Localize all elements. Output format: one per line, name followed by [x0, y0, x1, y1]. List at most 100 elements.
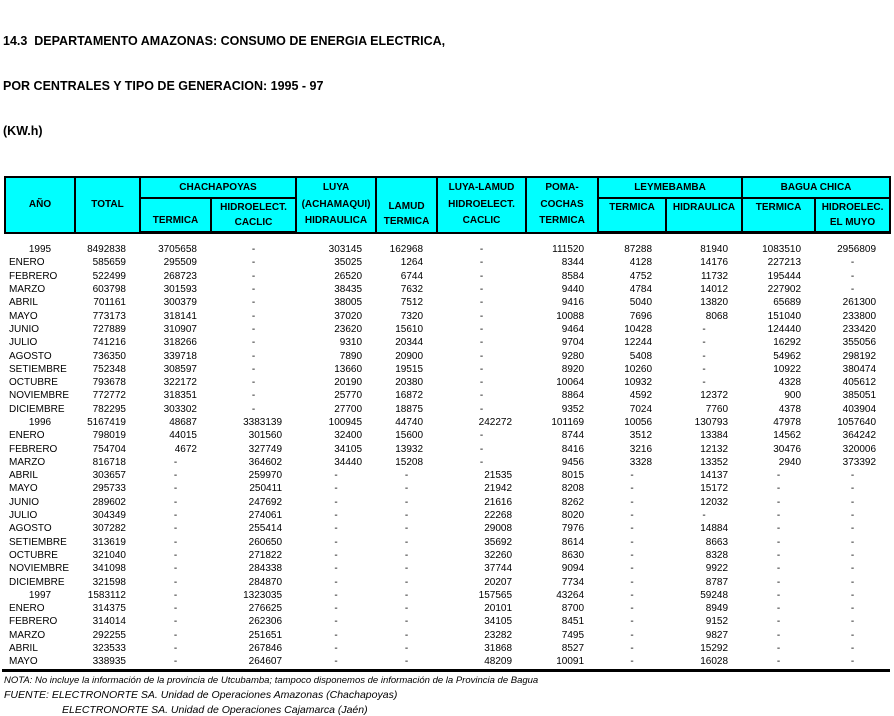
- value-cell: 7632: [400, 284, 424, 296]
- value-cell: 900: [784, 390, 802, 402]
- value-cell: 8020: [561, 510, 585, 522]
- month-row: MARZO 816718 - 364602 34440 15208 - 9456 3328 133…: [5, 456, 890, 469]
- value-cell: 798019: [92, 430, 126, 442]
- value-cell: -: [251, 270, 256, 282]
- value-cell: 7024: [629, 403, 653, 415]
- value-cell: 268723: [163, 270, 197, 282]
- value-cell: 15610: [395, 323, 424, 335]
- value-cell: 20380: [395, 377, 424, 389]
- value-cell: 318266: [163, 337, 197, 349]
- value-cell: -: [850, 603, 855, 615]
- value-cell: 261300: [842, 297, 877, 309]
- value-cell: 18875: [395, 403, 424, 415]
- value-cell: -: [776, 549, 781, 561]
- value-cell: 1583112: [87, 589, 126, 601]
- value-cell: 38005: [334, 297, 363, 309]
- col-header-leymebamba-hidraulica: HIDRAULICA: [665, 197, 744, 234]
- value-cell: 250411: [249, 483, 283, 495]
- value-cell: 54962: [773, 350, 802, 362]
- value-cell: 364602: [248, 456, 283, 468]
- value-cell: -: [404, 603, 409, 615]
- value-cell: -: [479, 337, 484, 349]
- value-cell: -: [776, 589, 781, 601]
- value-cell: 11732: [700, 270, 729, 282]
- value-cell: -: [850, 483, 855, 495]
- value-cell: 20344: [395, 337, 424, 349]
- value-cell: 32260: [484, 549, 513, 561]
- value-cell: 301593: [163, 284, 197, 296]
- value-cell: -: [251, 337, 256, 349]
- month-row: MARZO 603798 301593 - 38435 7632 - 9440 4784 1401…: [5, 283, 890, 296]
- col-header-luya-lamud: LUYA-LAMUD HIDROELECT. CACLIC: [436, 176, 528, 234]
- value-cell: 44740: [395, 417, 424, 428]
- value-cell: 307282: [92, 523, 126, 535]
- value-cell: -: [173, 470, 178, 482]
- month-row: ABRIL 701161 300379 - 38005 7512 - 9416 5040 1382…: [5, 296, 890, 309]
- row-label: MAYO: [9, 483, 38, 495]
- value-cell: -: [850, 629, 855, 641]
- value-cell: 3383139: [243, 417, 283, 428]
- value-cell: 87288: [624, 244, 653, 256]
- row-label: JULIO: [9, 510, 38, 522]
- month-row: ENERO 798019 44015 301560 32400 15600 - 8744 351…: [5, 429, 890, 442]
- month-row: JULIO 304349 - 274061 - - 22268 8020 - - - -: [5, 509, 890, 522]
- value-cell: 338935: [92, 656, 126, 668]
- value-cell: 385051: [842, 390, 877, 402]
- value-cell: 13932: [395, 443, 424, 455]
- value-cell: 8262: [561, 496, 585, 508]
- value-cell: 15172: [700, 483, 729, 495]
- row-label: FEBRERO: [9, 270, 58, 282]
- month-row: OCTUBRE 321040 - 271822 - - 32260 8630 - 8328 - -: [5, 549, 890, 562]
- row-label: MARZO: [9, 284, 46, 296]
- value-cell: 151040: [767, 310, 802, 322]
- value-cell: 8700: [561, 603, 585, 615]
- row-label: NOVIEMBRE: [9, 390, 70, 402]
- group-header-bagua-chica: BAGUA CHICA: [741, 176, 892, 199]
- value-cell: 3705658: [158, 244, 197, 256]
- value-cell: 9152: [705, 616, 729, 628]
- value-cell: 403904: [842, 403, 877, 415]
- value-cell: -: [334, 563, 338, 575]
- value-cell: 736350: [92, 350, 126, 362]
- value-cell: 303657: [92, 470, 126, 482]
- month-row: JUNIO 727889 310907 - 23620 15610 - 9464 10428 - 1…: [5, 323, 890, 336]
- value-cell: 7696: [629, 310, 653, 322]
- value-cell: 9280: [561, 350, 585, 362]
- row-label: JUNIO: [9, 323, 39, 335]
- value-cell: -: [251, 403, 256, 415]
- value-cell: 44015: [169, 430, 197, 442]
- month-row: AGOSTO 736350 339718 - 7890 20900 - 9280 5408 - 54…: [5, 349, 890, 362]
- value-cell: -: [479, 323, 484, 335]
- value-cell: 7976: [561, 523, 585, 535]
- month-row: DICIEMBRE 321598 - 284870 - - 20207 7734 - 8787 - -: [5, 575, 890, 588]
- value-cell: -: [850, 616, 855, 628]
- value-cell: -: [334, 523, 338, 535]
- value-cell: 298192: [842, 350, 877, 362]
- value-cell: 295733: [92, 483, 126, 495]
- year-row: 1995 8492838 3705658 - 303145 162968 - 111520 87…: [5, 243, 890, 256]
- row-label: MAYO: [9, 310, 38, 322]
- value-cell: 7734: [561, 576, 585, 588]
- value-cell: 15292: [700, 643, 729, 655]
- value-cell: 30476: [773, 443, 802, 455]
- row-label: AGOSTO: [9, 523, 52, 535]
- value-cell: 7320: [400, 310, 424, 322]
- value-cell: -: [479, 244, 484, 256]
- value-cell: 34105: [334, 443, 363, 455]
- value-cell: 3328: [629, 456, 653, 468]
- value-cell: 321040: [92, 549, 126, 561]
- value-cell: 21535: [484, 470, 513, 482]
- value-cell: 9704: [561, 337, 585, 349]
- value-cell: 31868: [484, 643, 513, 655]
- value-cell: 9922: [705, 563, 729, 575]
- title-line-2: POR CENTRALES Y TIPO DE GENERACION: 1995…: [3, 79, 324, 93]
- value-cell: -: [251, 377, 256, 389]
- value-cell: 20900: [395, 350, 424, 362]
- value-cell: 303145: [328, 244, 363, 256]
- value-cell: -: [479, 270, 484, 282]
- value-cell: -: [334, 576, 338, 588]
- value-cell: 341098: [92, 563, 126, 575]
- value-cell: -: [173, 536, 178, 548]
- group-header-chachapoyas: CHACHAPOYAS: [138, 176, 298, 199]
- value-cell: 8630: [561, 549, 585, 561]
